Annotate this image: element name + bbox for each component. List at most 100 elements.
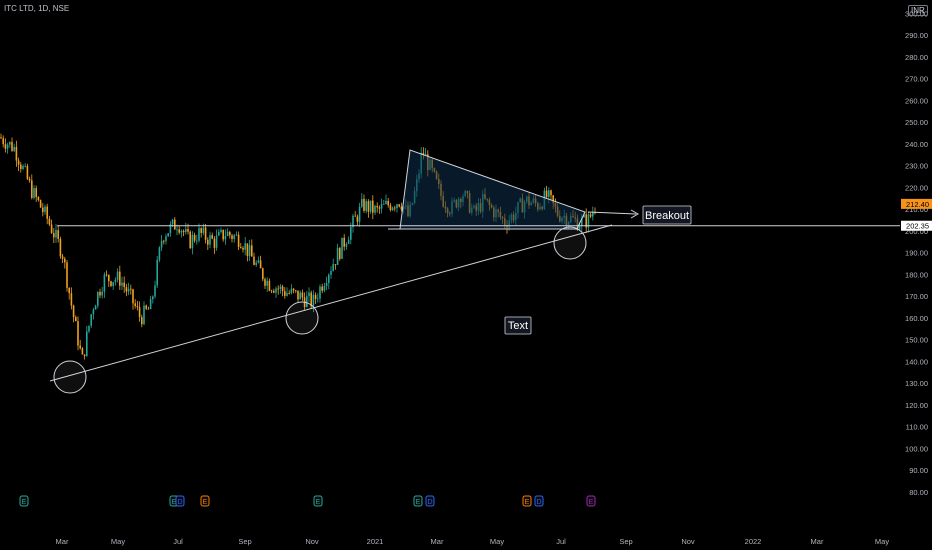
candle-body <box>266 280 268 286</box>
candle-body <box>163 240 165 242</box>
price-tick-label: 110.00 <box>906 423 928 432</box>
candle-body <box>75 317 77 322</box>
candle-body <box>11 141 13 151</box>
candle-body <box>20 164 22 169</box>
time-tick-label: 2022 <box>745 537 762 546</box>
price-tick-label: 190.00 <box>905 249 928 258</box>
candle-body <box>242 247 244 250</box>
price-tick-label: 230.00 <box>905 162 928 171</box>
candle-body <box>548 190 550 197</box>
candle-body <box>86 331 88 356</box>
candle-body <box>396 204 398 209</box>
price-tick-label: 180.00 <box>905 270 928 279</box>
candle-body <box>167 233 169 237</box>
candle-body <box>39 200 42 208</box>
last-price-tag <box>901 198 932 209</box>
triangle-pattern <box>399 149 586 230</box>
price-tick-label: 260.00 <box>905 96 928 105</box>
candle-body <box>279 286 282 289</box>
price-tick-label: 280.00 <box>905 53 928 62</box>
event-letter: D <box>536 499 541 506</box>
candle-body <box>273 290 275 293</box>
candle-body <box>394 207 396 209</box>
candle-body <box>141 317 143 325</box>
event-marker-earnings <box>413 495 423 507</box>
candle-body <box>180 230 183 233</box>
candle-body <box>209 235 211 245</box>
touch-point-circle <box>553 226 587 260</box>
event-letter: E <box>316 499 321 506</box>
candle-body <box>4 144 7 149</box>
candle-body <box>367 201 370 212</box>
candle-body <box>207 239 209 245</box>
candle-body <box>200 228 202 233</box>
candle-body <box>400 206 403 210</box>
candle-body <box>176 229 178 231</box>
candle-body <box>583 214 585 218</box>
candle-body <box>2 138 4 145</box>
event-marker-split <box>425 495 435 507</box>
candle-body <box>358 206 361 222</box>
event-marker-dividend <box>522 495 532 507</box>
price-tick-label: 300.00 <box>905 9 928 18</box>
candle-body <box>587 214 590 228</box>
candle-body <box>26 165 29 179</box>
candle-body <box>125 287 128 292</box>
candle-body <box>88 325 90 332</box>
support-price-label: 202.35 <box>906 222 929 231</box>
candle-body <box>127 288 130 292</box>
candle-body <box>319 286 321 299</box>
candle-body <box>48 218 51 225</box>
candle-body <box>191 234 194 249</box>
candle-body <box>218 231 220 236</box>
candle-body <box>121 282 123 286</box>
breakout-label-box <box>642 205 692 225</box>
candle-body <box>119 271 121 286</box>
candle-body <box>345 243 348 247</box>
price-tick-label: 220.00 <box>905 183 928 192</box>
candle-body <box>286 293 288 296</box>
candle-body <box>123 282 125 288</box>
time-tick-label: Mar <box>431 537 444 546</box>
candle-body <box>226 231 229 236</box>
event-marker-split <box>175 495 185 507</box>
price-tick-label: 240.00 <box>905 140 928 149</box>
candle-body <box>33 188 35 198</box>
candle-body <box>310 292 312 307</box>
time-tick-label: Jul <box>173 537 183 546</box>
text-label-box <box>504 316 532 335</box>
candle-body <box>347 239 350 244</box>
candle-body <box>90 314 92 326</box>
candle-body <box>235 234 238 236</box>
candle-body <box>17 160 20 165</box>
candle-body <box>391 207 394 211</box>
candle-body <box>185 228 187 233</box>
candle-body <box>130 288 132 290</box>
candle-body <box>264 279 266 286</box>
price-tick-label: 200.00 <box>905 227 928 236</box>
candle-body <box>314 294 317 299</box>
time-tick-label: May <box>490 537 504 546</box>
candle-body <box>341 237 343 259</box>
candle-body <box>42 207 44 213</box>
candle-body <box>6 144 9 149</box>
price-tick-label: 210.00 <box>905 205 928 214</box>
candle-body <box>202 227 205 233</box>
candle-body <box>178 229 180 233</box>
candle-body <box>22 165 24 169</box>
candle-body <box>94 305 97 310</box>
currency-label[interactable]: INR <box>908 5 928 16</box>
candle-body <box>581 217 583 227</box>
event-letter: E <box>416 499 421 506</box>
breakout-arrow <box>587 211 637 215</box>
candle-body <box>244 243 246 250</box>
touch-point-circle <box>285 301 319 335</box>
candle-body <box>149 299 152 310</box>
event-letter: E <box>22 499 27 506</box>
candle-body <box>325 283 328 287</box>
candle-body <box>215 235 218 248</box>
candle-body <box>66 262 68 288</box>
time-tick-label: 2021 <box>367 537 384 546</box>
candle-body <box>350 227 352 240</box>
